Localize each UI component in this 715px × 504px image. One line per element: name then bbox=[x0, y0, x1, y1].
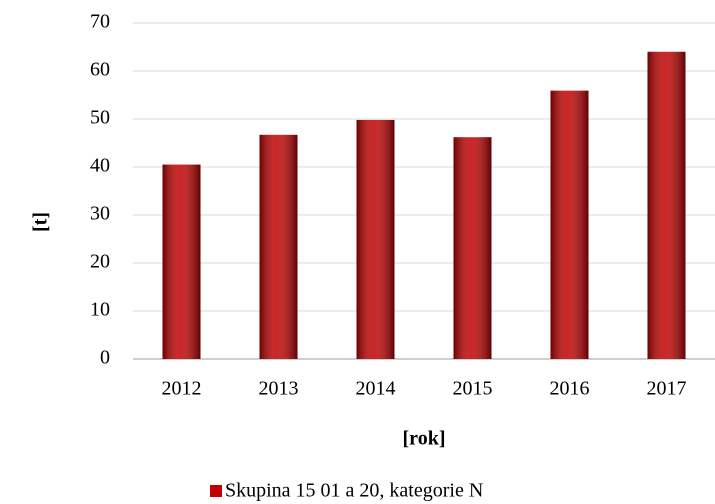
bar-shade bbox=[259, 134, 298, 359]
y-tick-label: 70 bbox=[90, 11, 110, 33]
x-tick-label: 2017 bbox=[647, 378, 687, 400]
x-tick-label: 2014 bbox=[356, 378, 396, 400]
y-tick-label: 60 bbox=[90, 59, 110, 81]
bar-shade bbox=[550, 90, 589, 360]
y-axis-label: [t] bbox=[30, 212, 52, 232]
y-tick-label: 10 bbox=[90, 299, 110, 321]
legend-swatch bbox=[210, 485, 222, 497]
x-tick-label: 2012 bbox=[162, 378, 202, 400]
x-axis-label: [rok] bbox=[403, 428, 446, 450]
x-tick-label: 2013 bbox=[259, 378, 299, 400]
y-tick-label: 20 bbox=[90, 251, 110, 273]
bar-shade bbox=[453, 137, 492, 359]
x-tick-label: 2016 bbox=[550, 378, 590, 400]
bar-shade bbox=[356, 119, 395, 360]
x-tick-label: 2015 bbox=[453, 378, 493, 400]
y-tick-label: 30 bbox=[90, 203, 110, 225]
y-tick-label: 40 bbox=[90, 155, 110, 177]
legend-label: Skupina 15 01 a 20, kategorie N bbox=[225, 480, 483, 502]
y-tick-label: 0 bbox=[100, 347, 110, 369]
bar-shade bbox=[162, 164, 201, 359]
y-tick-label: 50 bbox=[90, 107, 110, 129]
bar-shade bbox=[647, 51, 686, 360]
